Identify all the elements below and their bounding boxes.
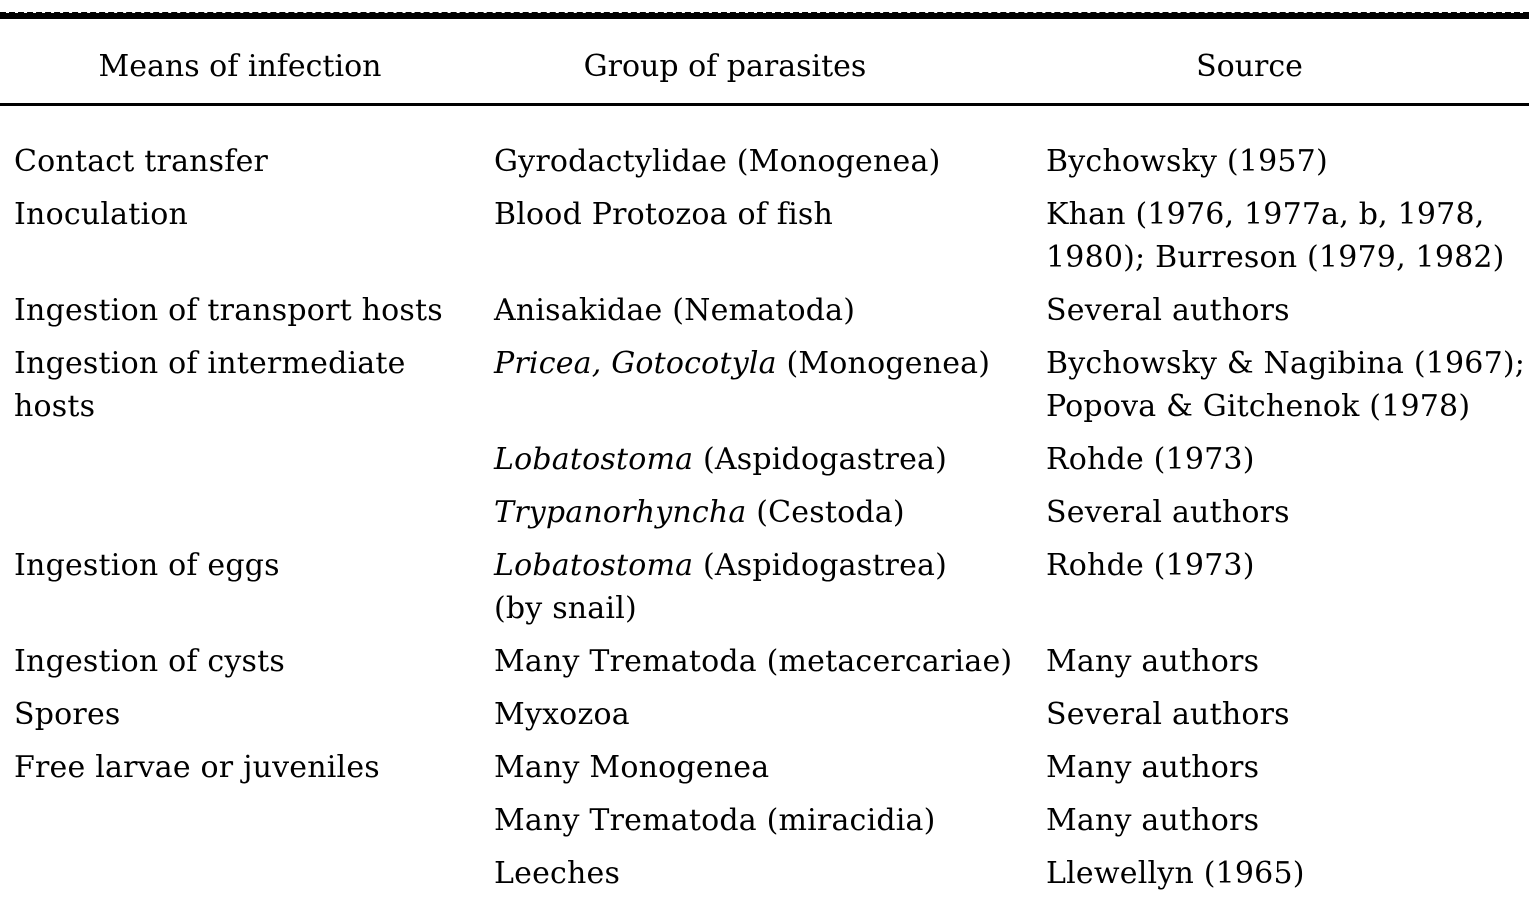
cell-group-of-parasites: Many Trematoda (metacercariae) (494, 640, 1044, 693)
cell-source: Many authors (1044, 799, 1529, 852)
column-header-means-of-infection: Means of infection (98, 49, 382, 84)
cell-group-of-parasites: Lobatostoma (Aspidogastrea) (494, 438, 1044, 491)
cell-text: Llewellyn (1965) (1046, 856, 1305, 891)
cell-means-of-infection: Ingestion of eggs (0, 544, 494, 640)
cell-text: Several authors (1046, 293, 1290, 328)
cell-text: Khan (1976, 1977a, b, 1978, 1980); Burre… (1046, 197, 1505, 275)
cell-group-of-parasites: Many Monogenea (494, 746, 1044, 799)
cell-text: Bychowsky (1957) (1046, 144, 1328, 179)
cell-text: Bychowsky & Nagibina (1967); Popova & Gi… (1046, 346, 1526, 424)
cell-means-of-infection: Spores (0, 693, 494, 746)
top-rule (0, 12, 1529, 19)
cell-group-of-parasites: Anisakidae (Nematoda) (494, 289, 1044, 342)
header-separator-rule (0, 103, 1529, 106)
cell-text: Myxozoa (494, 697, 630, 732)
cell-group-of-parasites: Leeches (494, 852, 1044, 904)
cell-group-of-parasites: Many Trematoda (miracidia) (494, 799, 1044, 852)
cell-text: Rohde (1973) (1046, 548, 1255, 583)
cell-means-of-infection (0, 491, 494, 544)
column-header-group-of-parasites: Group of parasites (583, 49, 867, 84)
taxon-name-italic: Lobatostoma (494, 442, 694, 477)
table-body: Contact transfer Gyrodactylidae (Monogene… (0, 140, 1529, 904)
cell-means-of-infection: Contact transfer (0, 140, 494, 193)
table-header-row: Means of infection Group of parasites So… (0, 45, 1529, 89)
cell-source: Many authors (1044, 746, 1529, 799)
taxon-name-italic: Pricea, Gotocotyla (494, 346, 777, 381)
cell-source: Rohde (1973) (1044, 438, 1529, 491)
cell-means-of-infection (0, 852, 494, 904)
cell-text: Blood Protozoa of fish (494, 197, 834, 232)
cell-means-of-infection: Free larvae or juveniles (0, 746, 494, 799)
cell-text: Several authors (1046, 697, 1290, 732)
cell-group-of-parasites: Gyrodactylidae (Monogenea) (494, 140, 1044, 193)
cell-group-of-parasites: Blood Protozoa of fish (494, 193, 1044, 289)
cell-text: Rohde (1973) (1046, 442, 1255, 477)
cell-group-of-parasites: Lobatostoma (Aspidogastrea) (by snail) (494, 544, 1044, 640)
cell-text: Many authors (1046, 644, 1260, 679)
cell-source: Many authors (1044, 640, 1529, 693)
cell-means-of-infection (0, 799, 494, 852)
table-row: Spores Myxozoa Several authors (0, 693, 1529, 746)
cell-means-of-infection: Inoculation (0, 193, 494, 289)
cell-source: Several authors (1044, 693, 1529, 746)
cell-source: Several authors (1044, 289, 1529, 342)
cell-text: (Cestoda) (746, 495, 905, 530)
cell-text: Gyrodactylidae (Monogenea) (494, 144, 941, 179)
cell-group-of-parasites: Trypanorhyncha (Cestoda) (494, 491, 1044, 544)
taxon-name-italic: Lobatostoma (494, 548, 694, 583)
cell-means-of-infection (0, 438, 494, 491)
table-row: Free larvae or juveniles Many Monogenea Ma… (0, 746, 1529, 799)
table-row: Many Trematoda (miracidia) Many authors (0, 799, 1529, 852)
cell-text: Ingestion of transport hosts (14, 293, 443, 328)
cell-text: Free larvae or juveniles (14, 750, 380, 785)
cell-group-of-parasites: Myxozoa (494, 693, 1044, 746)
table-row: Ingestion of eggs Lobatostoma (Aspidogast… (0, 544, 1529, 640)
cell-text: Several authors (1046, 495, 1290, 530)
cell-text: Many authors (1046, 750, 1260, 785)
cell-text: Ingestion of intermediate hosts (14, 346, 406, 424)
cell-text: Many Trematoda (miracidia) (494, 803, 936, 838)
cell-means-of-infection: Ingestion of cysts (0, 640, 494, 693)
cell-text: Inoculation (14, 197, 189, 232)
cell-text: (Aspidogastrea) (693, 442, 948, 477)
table-row: Trypanorhyncha (Cestoda) Several authors (0, 491, 1529, 544)
table-row: Leeches Llewellyn (1965) (0, 852, 1529, 904)
cell-text: Many authors (1046, 803, 1260, 838)
cell-means-of-infection: Ingestion of transport hosts (0, 289, 494, 342)
table-row: Ingestion of cysts Many Trematoda (metace… (0, 640, 1529, 693)
cell-source: Bychowsky (1957) (1044, 140, 1529, 193)
cell-source: Rohde (1973) (1044, 544, 1529, 640)
cell-means-of-infection: Ingestion of intermediate hosts (0, 342, 494, 438)
cell-source: Several authors (1044, 491, 1529, 544)
cell-text: Ingestion of eggs (14, 548, 280, 583)
table-row: Inoculation Blood Protozoa of fish Khan (1… (0, 193, 1529, 289)
cell-group-of-parasites: Pricea, Gotocotyla (Monogenea) (494, 342, 1044, 438)
cell-text: Anisakidae (Nematoda) (494, 293, 856, 328)
cell-text: (Monogenea) (776, 346, 991, 381)
cell-source: Bychowsky & Nagibina (1967); Popova & Gi… (1044, 342, 1529, 438)
cell-text: Leeches (494, 856, 621, 891)
cell-source: Khan (1976, 1977a, b, 1978, 1980); Burre… (1044, 193, 1529, 289)
cell-text: Ingestion of cysts (14, 644, 285, 679)
table-row: Lobatostoma (Aspidogastrea) Rohde (1973) (0, 438, 1529, 491)
cell-text: Many Trematoda (metacercariae) (494, 644, 1013, 679)
table-row: Ingestion of transport hosts Anisakidae (… (0, 289, 1529, 342)
column-header-source: Source (1196, 49, 1303, 84)
cell-source: Llewellyn (1965) (1044, 852, 1529, 904)
cell-text: Spores (14, 697, 121, 732)
top-rule-bar (0, 13, 1529, 19)
cell-text: (Aspidogastrea) (by snail) (494, 548, 948, 626)
infection-means-table: Contact transfer Gyrodactylidae (Monogene… (0, 140, 1529, 904)
taxon-name-italic: Trypanorhyncha (494, 495, 747, 530)
cell-text: Many Monogenea (494, 750, 770, 785)
cell-text: Contact transfer (14, 144, 269, 179)
table-row: Ingestion of intermediate hosts Pricea, G… (0, 342, 1529, 438)
table-row: Contact transfer Gyrodactylidae (Monogene… (0, 140, 1529, 193)
